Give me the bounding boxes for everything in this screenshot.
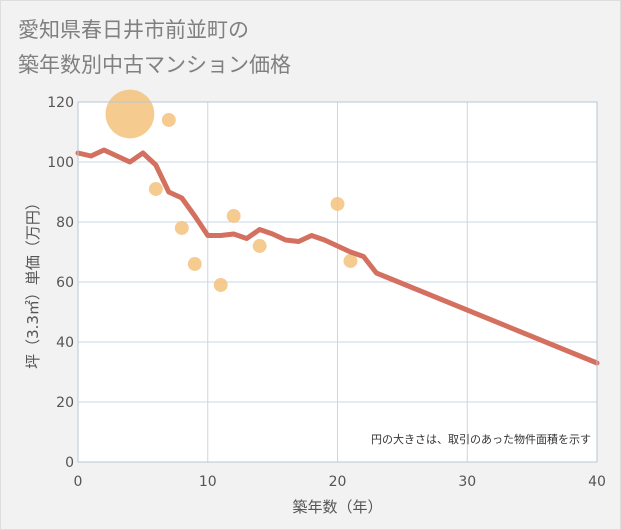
x-tick-label: 0 xyxy=(74,474,83,490)
y-tick-label: 40 xyxy=(56,335,74,351)
y-tick-label: 120 xyxy=(47,95,74,111)
x-tick-label: 30 xyxy=(458,474,476,490)
bubble-point xyxy=(343,254,358,268)
y-tick-label: 60 xyxy=(56,275,74,291)
bubble-point xyxy=(252,239,267,253)
x-tick-label: 40 xyxy=(588,474,606,490)
trend-line xyxy=(75,147,600,366)
y-tick-label: 100 xyxy=(47,155,74,171)
bubble-point xyxy=(161,113,176,127)
y-axis-label: 坪（3.3㎡）単価（万円） xyxy=(24,195,42,369)
y-tick-label: 0 xyxy=(65,455,74,471)
y-tick-label: 20 xyxy=(56,395,74,411)
y-tick-label: 80 xyxy=(56,215,74,231)
bubble-point xyxy=(213,278,228,292)
bubble-point xyxy=(105,89,155,139)
bubble-point xyxy=(330,197,345,211)
size-note: 円の大きさは、取引のあった物件面積を示す xyxy=(371,432,591,446)
x-tick-label: 10 xyxy=(199,474,217,490)
chart-title-line-2: 築年数別中古マンション価格 xyxy=(18,53,291,77)
trend-layer xyxy=(75,147,600,366)
bubble-point xyxy=(174,221,189,235)
x-axis-label: 築年数（年） xyxy=(292,498,382,516)
bubble-point xyxy=(226,209,241,223)
chart-title: 愛知県春日井市前並町の 築年数別中古マンション価格 xyxy=(18,13,291,83)
plot-border xyxy=(77,101,598,463)
chart-title-line-1: 愛知県春日井市前並町の xyxy=(18,18,249,42)
x-tick-label: 20 xyxy=(329,474,347,490)
axes-layer: 0 10 20 30 40 0 20 40 60 80 100 120 xyxy=(47,95,606,490)
bubble-point xyxy=(187,257,202,271)
bubble-point xyxy=(148,182,163,196)
